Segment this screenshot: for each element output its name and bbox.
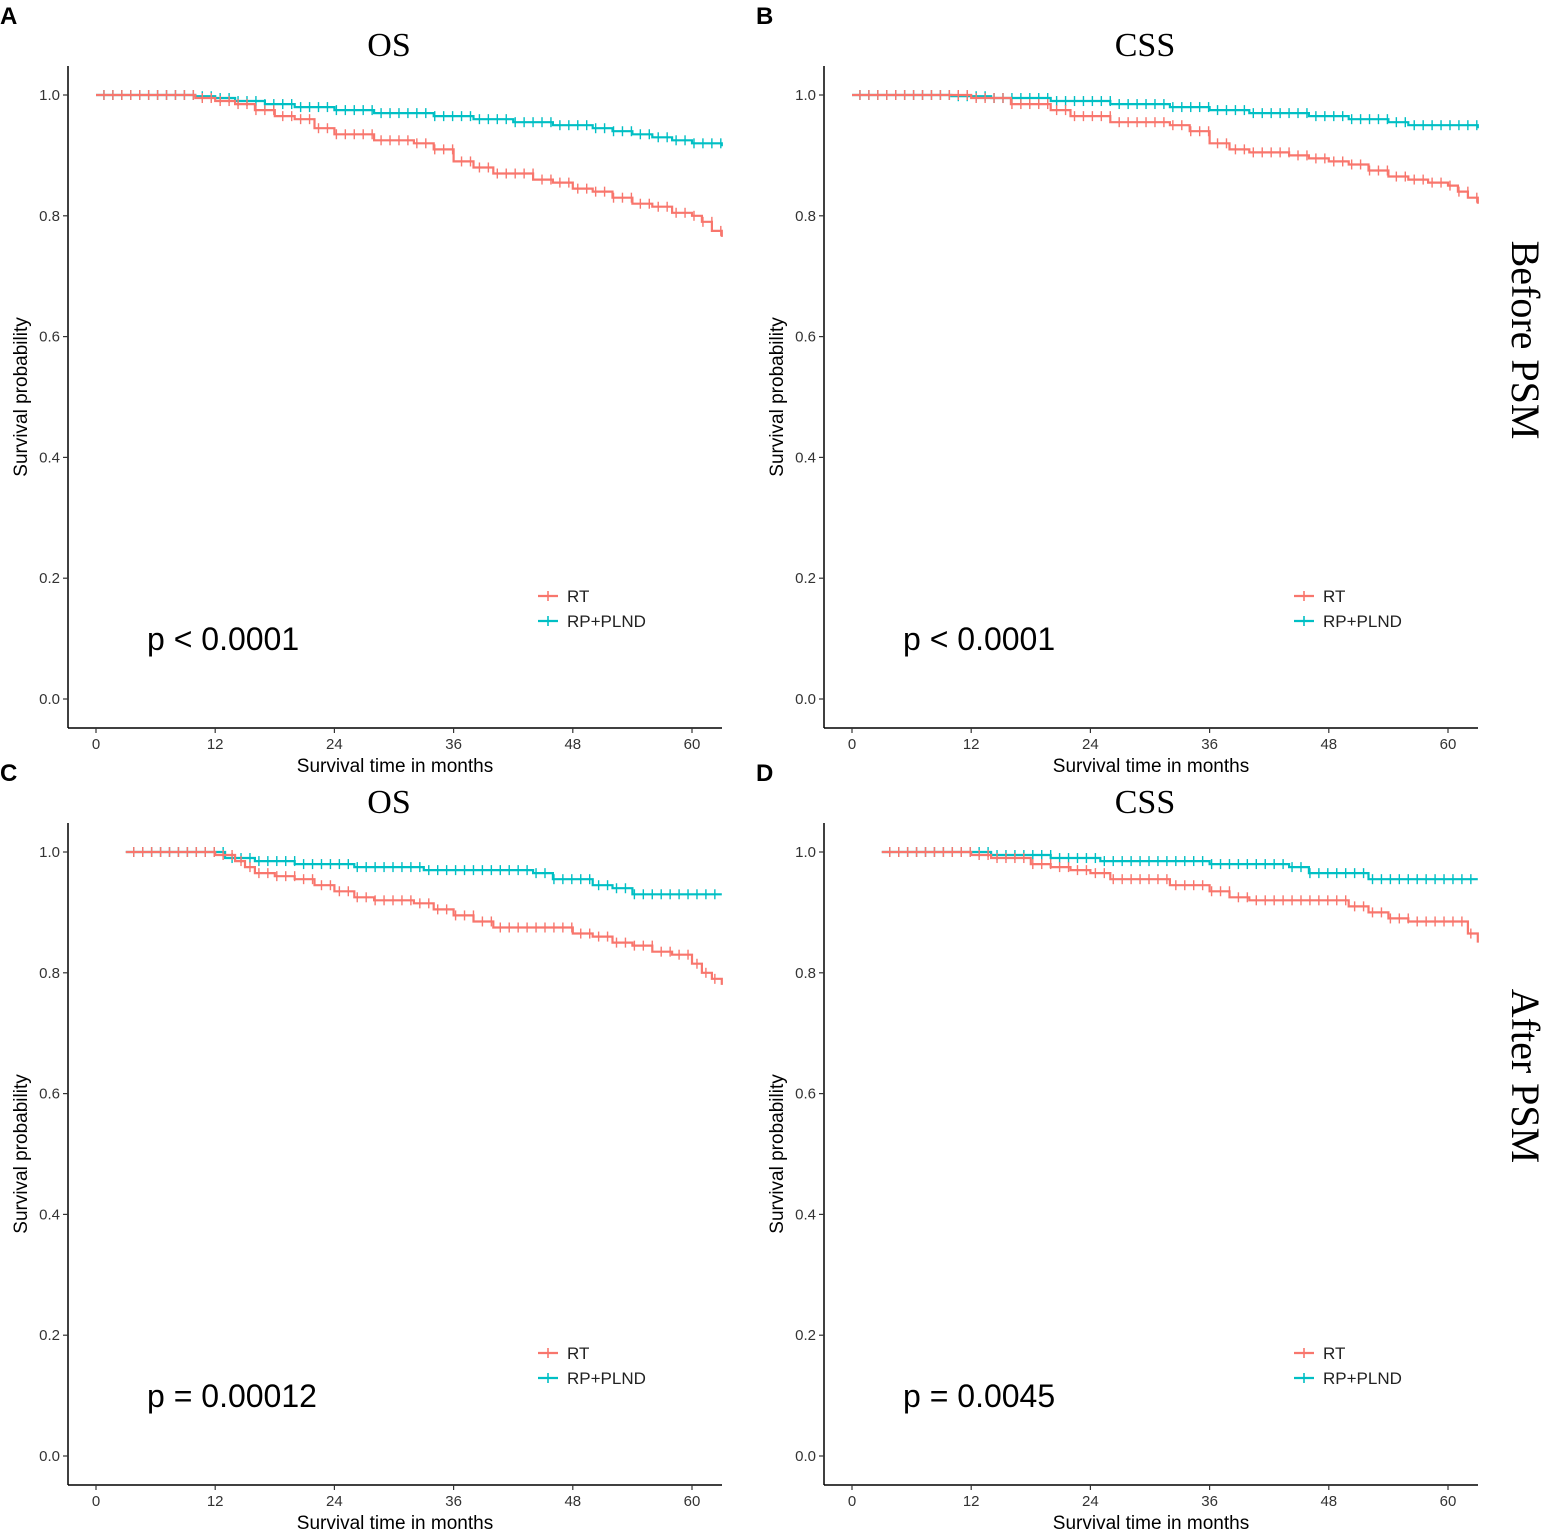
y-tick-label: 0.4 (795, 449, 816, 466)
censor-marks-rt (103, 90, 722, 236)
panel-d: D CSS 0.0 0.2 0.4 0.6 0.8 1.0 0 12 24 36 48 60 Surviva… (756, 760, 1479, 1531)
x-tick-label: 48 (1320, 1493, 1337, 1510)
y-tick-label: 0.8 (39, 965, 60, 982)
x-tick-label: 0 (848, 736, 856, 753)
y-tick-label: 0.6 (795, 329, 816, 346)
y-tick-label: 0.4 (795, 1206, 816, 1223)
x-tick-label: 36 (445, 1493, 462, 1510)
legend-label: RT (1323, 1344, 1345, 1363)
censor-marks-rt (133, 847, 716, 984)
y-tick-label: 0.0 (795, 691, 816, 708)
x-tick-label: 12 (963, 736, 980, 753)
y-tick-label: 0.4 (39, 449, 60, 466)
y-tick-label: 0.0 (795, 1448, 816, 1465)
x-tick-label: 36 (1201, 1493, 1218, 1510)
x-axis-label: Survival time in months (297, 756, 493, 777)
panel-letter: B (756, 3, 773, 30)
y-axis-label: Survival probability (11, 317, 32, 477)
y-axis-label: Survival probability (11, 1074, 32, 1234)
x-axis-label: Survival time in months (1053, 756, 1249, 777)
x-tick-label: 60 (1440, 736, 1457, 753)
x-tick-label: 48 (564, 736, 581, 753)
y-tick-label: 0.2 (795, 1327, 816, 1344)
y-tick-label: 1.0 (795, 844, 816, 861)
x-tick-label: 60 (684, 736, 701, 753)
censor-marks-rt (889, 847, 1472, 939)
panel-b: B CSS 0.0 0.2 0.4 0.6 0.8 1.0 0 12 24 36 48 60 Surviva… (756, 3, 1479, 777)
legend-label: RP+PLND (567, 1369, 646, 1388)
row-label-after-psm: After PSM (1503, 989, 1546, 1163)
legend-label: RT (567, 587, 589, 606)
x-tick-label: 48 (1320, 736, 1337, 753)
x-tick-label: 0 (92, 736, 100, 753)
panel-letter: D (756, 760, 773, 787)
x-tick-label: 24 (326, 1493, 343, 1510)
x-axis-label: Survival time in months (1053, 1513, 1249, 1531)
x-tick-label: 0 (848, 1493, 856, 1510)
p-value: p < 0.0001 (147, 621, 299, 657)
y-tick-label: 1.0 (39, 87, 60, 104)
x-axis-label: Survival time in months (297, 1513, 493, 1531)
x-tick-label: 0 (92, 1493, 100, 1510)
panel-a: A OS 0.0 0.2 0.4 0.6 0.8 1.0 0 12 24 36 48 60 Survival… (0, 3, 723, 777)
p-value: p = 0.0045 (903, 1378, 1055, 1414)
x-tick-label: 12 (207, 1493, 224, 1510)
y-tick-label: 0.6 (39, 329, 60, 346)
x-tick-label: 12 (207, 736, 224, 753)
y-tick-label: 0.8 (39, 208, 60, 225)
panel-letter: A (0, 3, 17, 30)
x-tick-label: 60 (1440, 1493, 1457, 1510)
y-tick-label: 0.8 (795, 965, 816, 982)
legend-label: RT (1323, 587, 1345, 606)
km-curve-rt (96, 93, 723, 237)
km-curve-rt (881, 850, 1479, 943)
y-axis-label: Survival probability (767, 1074, 788, 1234)
chart-title: CSS (1115, 784, 1176, 821)
chart-title: OS (367, 27, 410, 64)
x-tick-label: 36 (1201, 736, 1218, 753)
legend-label: RP+PLND (1323, 1369, 1402, 1388)
legend-label: RP+PLND (1323, 612, 1402, 631)
x-tick-label: 24 (1082, 1493, 1099, 1510)
x-tick-label: 24 (1082, 736, 1099, 753)
y-tick-label: 1.0 (795, 87, 816, 104)
y-tick-label: 0.6 (39, 1086, 60, 1103)
y-tick-label: 0.8 (795, 208, 816, 225)
legend-label: RT (567, 1344, 589, 1363)
x-tick-label: 12 (963, 1493, 980, 1510)
km-curve-rp-plnd (125, 850, 722, 896)
km-curve-rp-plnd (96, 93, 723, 147)
chart-title: OS (367, 784, 410, 821)
censor-marks-rt (859, 90, 1478, 203)
y-tick-label: 0.0 (39, 691, 60, 708)
row-label-before-psm: Before PSM (1503, 241, 1546, 440)
panel-c: C OS 0.0 0.2 0.4 0.6 0.8 1.0 0 12 24 36 48 60 Survival… (0, 760, 723, 1531)
km-curve-rt (125, 850, 723, 985)
km-curve-rp-plnd (881, 850, 1478, 881)
y-tick-label: 0.2 (795, 570, 816, 587)
chart-title: CSS (1115, 27, 1176, 64)
p-value: p = 0.00012 (147, 1378, 317, 1414)
y-tick-label: 0.2 (39, 570, 60, 587)
x-tick-label: 24 (326, 736, 343, 753)
p-value: p < 0.0001 (903, 621, 1055, 657)
legend-label: RP+PLND (567, 612, 646, 631)
y-tick-label: 0.0 (39, 1448, 60, 1465)
km-curve-rt (852, 93, 1479, 204)
x-tick-label: 60 (684, 1493, 701, 1510)
y-tick-label: 0.6 (795, 1086, 816, 1103)
panel-letter: C (0, 760, 17, 787)
y-axis-label: Survival probability (767, 317, 788, 477)
x-tick-label: 36 (445, 736, 462, 753)
y-tick-label: 1.0 (39, 844, 60, 861)
x-tick-label: 48 (564, 1493, 581, 1510)
y-tick-label: 0.2 (39, 1327, 60, 1344)
y-tick-label: 0.4 (39, 1206, 60, 1223)
